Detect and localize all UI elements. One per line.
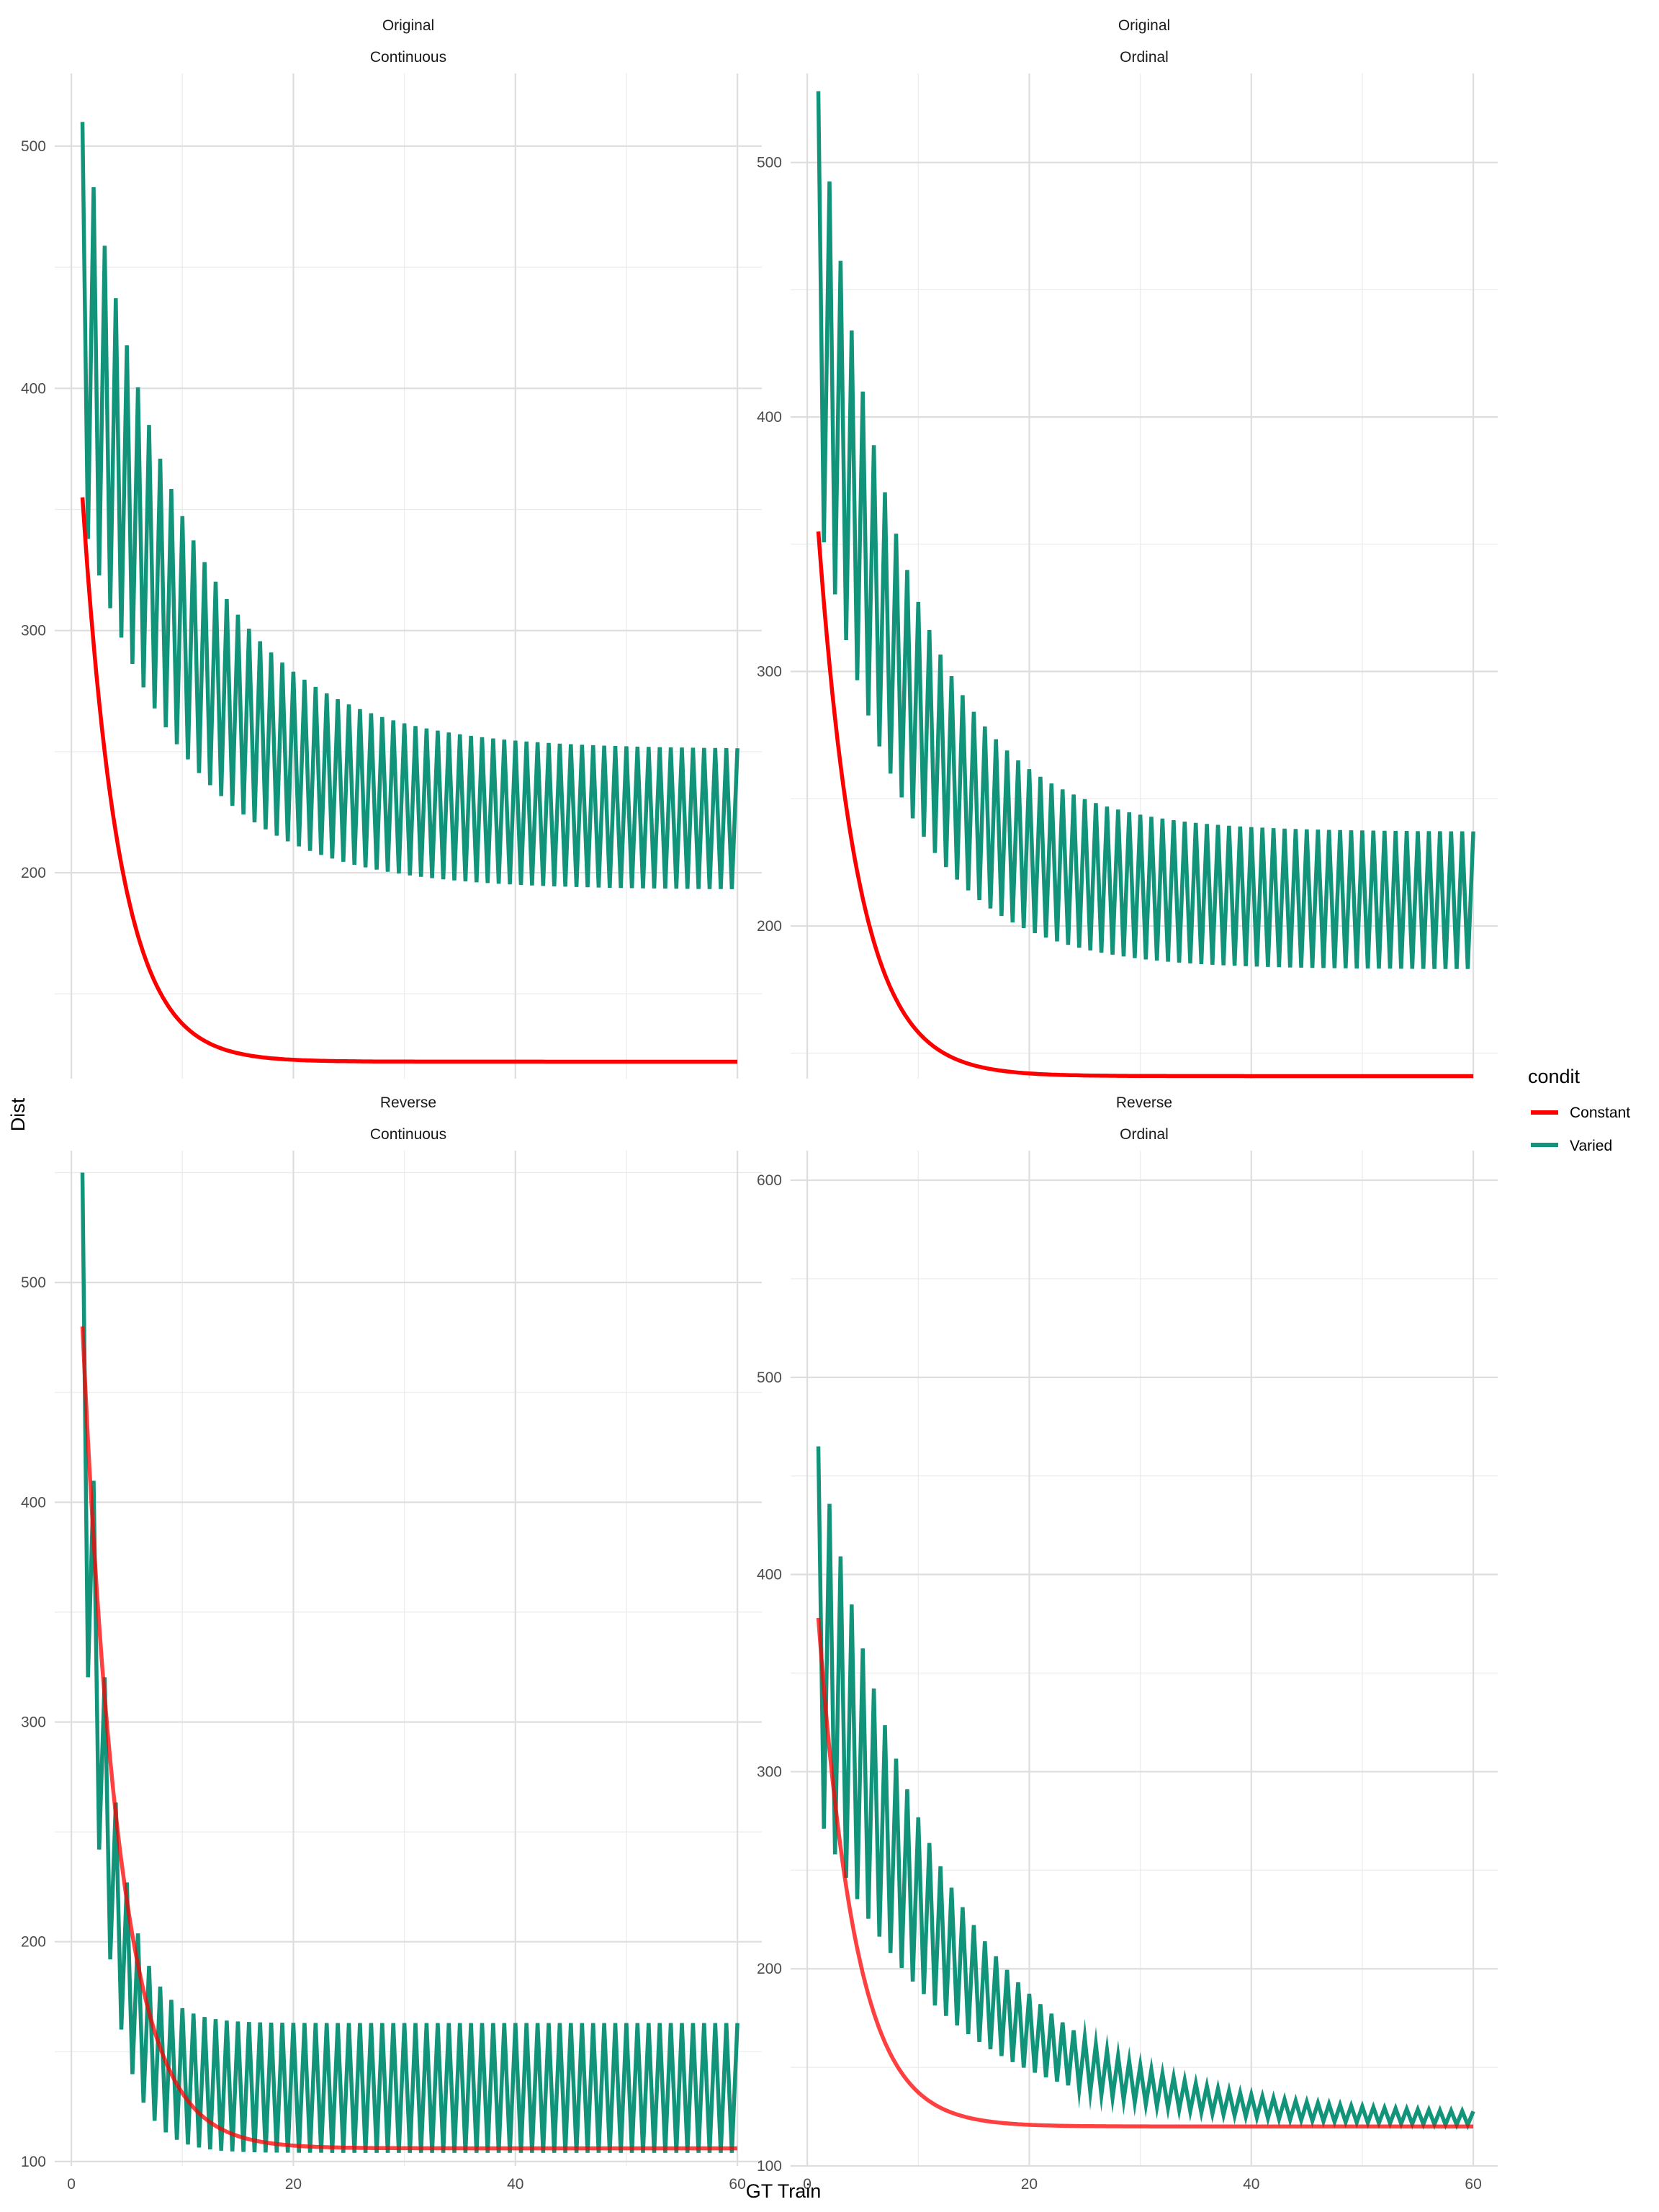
y-tick-label: 500 [21, 138, 46, 155]
x-tick-label: 20 [1021, 2176, 1038, 2193]
x-tick-label: 60 [1465, 2176, 1481, 2193]
x-tick-label: 0 [67, 2176, 76, 2193]
panel-original-ordinal: Original Ordinal 200 300 400 500 [757, 17, 1498, 1079]
series-constant-line [816, 1617, 1474, 2128]
series-varied-line [816, 91, 1475, 969]
series-constant-line [816, 531, 1474, 1079]
y-tick-label: 500 [757, 1370, 782, 1386]
x-axis-title: GT Train [746, 2180, 822, 2202]
y-axis-title: Dist [7, 1097, 29, 1131]
series-varied-line [80, 1172, 739, 2153]
x-tick-label: 20 [285, 2176, 302, 2193]
strip-label-bottom: Continuous [370, 1126, 446, 1143]
y-tick-label: 400 [21, 1494, 46, 1511]
series-constant-line [80, 497, 738, 1064]
y-tick-label: 100 [757, 2158, 782, 2175]
y-tick-label: 300 [21, 623, 46, 639]
strip-label-bottom: Ordinal [1120, 1126, 1169, 1143]
y-tick-label: 300 [757, 664, 782, 680]
strip-label-top: Reverse [1116, 1094, 1172, 1111]
y-tick-label: 600 [757, 1172, 782, 1189]
panel-reverse-continuous: Reverse Continuous 100 200 300 400 500 0 20 40 60 [21, 1094, 762, 2193]
series-varied-line [80, 122, 739, 889]
y-tick-label: 300 [21, 1714, 46, 1731]
x-tick-label: 40 [507, 2176, 523, 2193]
x-tick-label: 60 [729, 2176, 745, 2193]
strip-label-top: Reverse [380, 1094, 436, 1111]
panel-original-continuous: Original Continuous 200 300 400 500 [21, 17, 762, 1079]
y-tick-label: 400 [757, 1567, 782, 1583]
series-varied-line [816, 1446, 1475, 2131]
y-tick-label: 200 [21, 1934, 46, 1951]
y-tick-label: 400 [21, 380, 46, 397]
strip-label-top: Original [1118, 17, 1170, 34]
legend-label-varied: Varied [1570, 1138, 1612, 1154]
y-tick-label: 200 [21, 865, 46, 881]
x-tick-label: 0 [803, 2176, 811, 2193]
legend-label-constant: Constant [1570, 1105, 1630, 1121]
legend-title: condit [1528, 1066, 1581, 1087]
y-tick-label: 500 [21, 1274, 46, 1291]
x-tick-label: 40 [1243, 2176, 1259, 2193]
strip-label-bottom: Ordinal [1120, 49, 1169, 66]
y-tick-label: 200 [757, 1961, 782, 1977]
y-tick-label: 100 [21, 2154, 46, 2170]
strip-label-top: Original [382, 17, 434, 34]
y-tick-label: 200 [757, 918, 782, 935]
strip-label-bottom: Continuous [370, 49, 446, 66]
panel-reverse-ordinal: Reverse Ordinal 100 200 300 400 500 600 0 20 40 60 [757, 1094, 1498, 2193]
series-constant-line [80, 1326, 738, 2151]
y-tick-label: 300 [757, 1763, 782, 1780]
y-tick-label: 400 [757, 409, 782, 426]
y-tick-label: 500 [757, 155, 782, 171]
legend: condit Constant Varied [1528, 1066, 1630, 1154]
